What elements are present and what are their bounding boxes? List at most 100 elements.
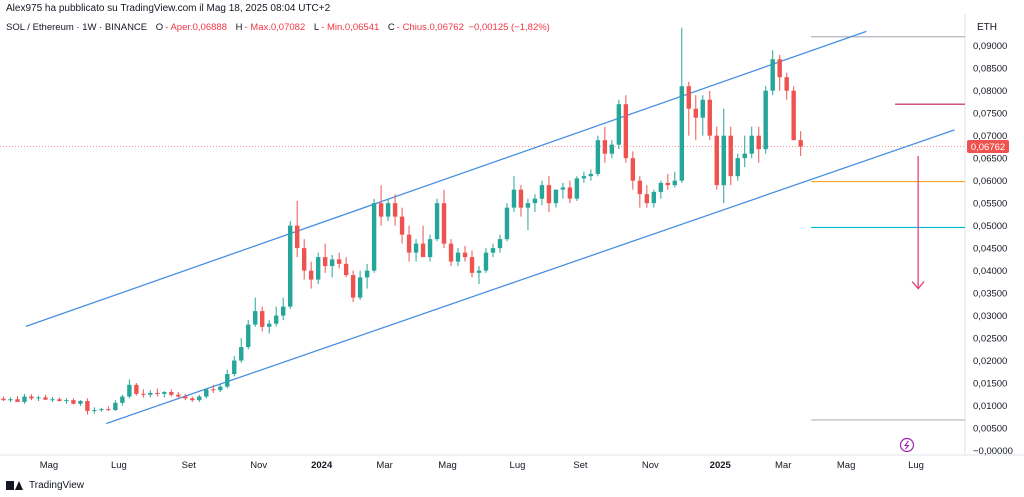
y-tick-label: 0,03500: [973, 289, 1007, 300]
candle-body: [483, 252, 489, 271]
high-value: - Max.0,07082: [244, 22, 306, 33]
low-label: L: [313, 22, 320, 33]
y-tick-label: 0,01500: [973, 379, 1007, 390]
candle-body: [36, 397, 41, 399]
candle-body: [616, 104, 622, 145]
y-tick-label: 0,05000: [973, 221, 1007, 232]
y-tick-label: 0,02500: [973, 334, 1007, 345]
x-tick-label: Mag: [40, 460, 58, 471]
candle-body: [798, 140, 803, 147]
candle-body: [707, 99, 712, 136]
y-tick-label: 0,03000: [973, 311, 1007, 322]
candle-body: [455, 252, 461, 262]
candle-body: [574, 178, 580, 199]
candle-body: [148, 392, 153, 395]
candle-body: [546, 185, 552, 204]
candle-body: [427, 239, 433, 258]
candle-body: [329, 259, 335, 267]
candle-body: [434, 203, 440, 240]
candle-body: [735, 158, 740, 177]
symbol-info[interactable]: SOL / Ethereum · 1W · BINANCE: [6, 22, 148, 33]
candle-body: [155, 392, 160, 394]
candle-body: [728, 135, 733, 177]
candle-body: [141, 393, 146, 395]
y-tick-label: 0,04000: [973, 266, 1007, 277]
candle-body: [448, 243, 454, 262]
candle-body: [609, 144, 615, 154]
x-tick-label: Mar: [775, 460, 791, 471]
y-tick-label: 0,08500: [973, 64, 1007, 75]
publisher-text: Alex975 ha pubblicato su TradingView.com…: [6, 3, 331, 14]
brand-text: TradingView: [29, 480, 85, 491]
candle-body: [301, 248, 307, 271]
tradingview-logo-icon: [6, 480, 24, 491]
y-tick-label: 0,07500: [973, 109, 1007, 120]
candle-body: [490, 248, 496, 253]
candle-body: [71, 400, 76, 404]
symbol-legend: SOL / Ethereum · 1W · BINANCE O- Aper.0,…: [6, 22, 550, 33]
candle-body: [211, 389, 216, 391]
x-tick-label: Nov: [642, 460, 659, 471]
candle-body: [497, 239, 503, 249]
candle-body: [190, 398, 195, 401]
candle-body: [742, 153, 747, 159]
candle-body: [357, 277, 363, 298]
candle-body: [392, 203, 398, 217]
y-tick-label: 0,06000: [973, 176, 1007, 187]
candle-body: [246, 324, 251, 348]
candle-body: [253, 311, 258, 325]
candle-body: [469, 257, 475, 273]
candle-body: [777, 59, 782, 78]
candle-body: [239, 347, 244, 361]
candle-body: [364, 270, 370, 278]
candle-body: [22, 396, 27, 402]
candle-body: [281, 306, 286, 316]
last-price-label: 0,06762: [971, 142, 1005, 153]
candle-body: [225, 374, 230, 387]
y-tick-label: 0,09000: [973, 41, 1007, 52]
candle-body: [350, 275, 356, 298]
y-tick-label: 0,05500: [973, 199, 1007, 210]
candle-body: [127, 384, 132, 397]
candle-body: [693, 108, 698, 118]
y-tick-label: −0,00000: [973, 446, 1013, 457]
candle-body: [336, 259, 342, 264]
candle-body: [120, 396, 125, 403]
candle-body: [197, 396, 202, 401]
x-tick-label: Mar: [376, 460, 392, 471]
candle-body: [791, 90, 796, 141]
candle-body: [700, 99, 705, 118]
candle-body: [1, 398, 6, 401]
y-tick-label: 0,00500: [973, 424, 1007, 435]
candle-body: [85, 401, 90, 411]
candle-body: [623, 104, 629, 159]
y-tick-label: 0,01000: [973, 401, 1007, 412]
candle-body: [371, 203, 377, 271]
y-tick-label: 0,04500: [973, 244, 1007, 255]
candle-body: [287, 225, 293, 307]
open-value: - Aper.0,06888: [165, 22, 227, 33]
x-tick-label: Lug: [908, 460, 924, 471]
candle-body: [763, 90, 768, 150]
candle-body: [183, 396, 188, 399]
candle-body: [721, 135, 726, 186]
candle-body: [204, 389, 209, 397]
y-tick-label: 0,02000: [973, 356, 1007, 367]
candle-body: [665, 182, 671, 186]
candle-body: [511, 189, 517, 208]
candle-body: [518, 189, 524, 208]
candle-body: [588, 173, 594, 177]
candle-body: [308, 270, 314, 280]
candle-body: [672, 180, 678, 186]
last-price-badge: [967, 139, 1009, 153]
candle-body: [476, 270, 482, 273]
candle-body: [64, 400, 69, 402]
y-tick-label: 0,06500: [973, 154, 1007, 165]
candle-body: [553, 189, 559, 204]
candle-body: [343, 263, 349, 276]
candle-body: [385, 203, 391, 217]
candle-body: [651, 191, 657, 204]
candle-body: [294, 225, 300, 249]
candle-body: [57, 399, 62, 402]
